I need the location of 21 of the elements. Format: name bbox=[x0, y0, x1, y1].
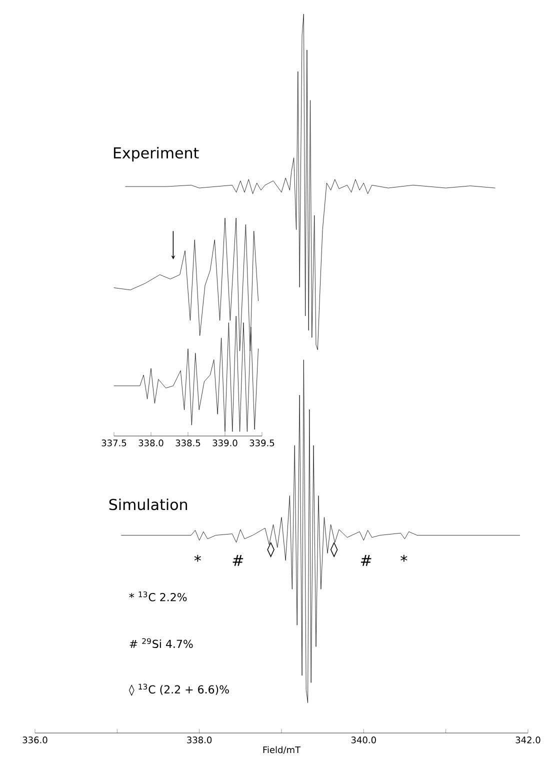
x-tick-label: 338.5 bbox=[176, 440, 200, 446]
x-tick-label: 338.0 bbox=[187, 736, 212, 744]
annotation: * bbox=[400, 554, 408, 562]
annotation: * $^{13}$C 2.2% bbox=[129, 591, 187, 602]
x-tick-label: 342.0 bbox=[516, 736, 540, 744]
x-tick-label: 339.5 bbox=[250, 440, 274, 446]
x-tick-label: 340.0 bbox=[351, 736, 376, 744]
x-tick-label: 337.5 bbox=[102, 440, 126, 446]
x-tick-label: 338.0 bbox=[138, 440, 164, 446]
x-tick-label: 336.0 bbox=[22, 736, 48, 744]
series-label: Experiment bbox=[114, 146, 199, 162]
x-tick-label: 339.0 bbox=[212, 440, 238, 446]
annotation: ◊ $^{13}$C (2.2 + 6.6)% bbox=[128, 684, 229, 696]
annotation: * bbox=[194, 554, 201, 562]
annotation: ◊ bbox=[330, 542, 338, 558]
series-label: Simulation bbox=[109, 498, 188, 510]
annotation: ◊ bbox=[267, 542, 274, 558]
annotation: # $^{29}$Si 4.7% bbox=[130, 638, 193, 648]
x-axis-title: Field/mT bbox=[263, 746, 301, 754]
annotation: # bbox=[232, 555, 244, 566]
annotation: # bbox=[361, 555, 372, 566]
